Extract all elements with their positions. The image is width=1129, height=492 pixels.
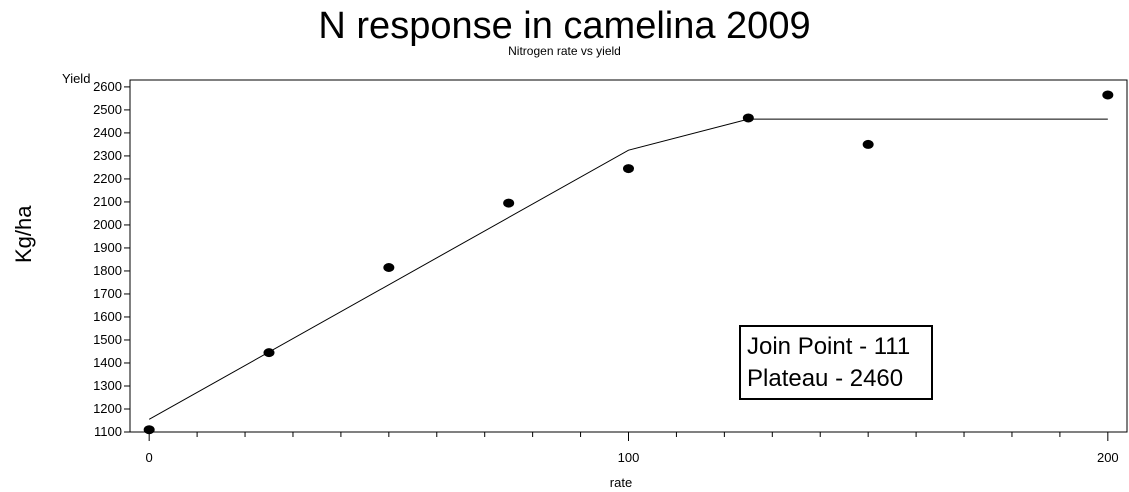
chart-title: N response in camelina 2009 — [318, 5, 811, 47]
x-tick-label: 200 — [1097, 450, 1119, 465]
y-tick-label: 2400 — [93, 125, 122, 140]
y-tick-label: 1700 — [93, 286, 122, 301]
annotation-plateau: Plateau - 2460 — [747, 365, 904, 392]
y-tick-label: 2200 — [93, 171, 122, 186]
data-point — [1102, 90, 1114, 100]
data-point — [742, 113, 754, 123]
y-tick-label: 1900 — [93, 240, 122, 255]
y-tick-label: 1400 — [93, 355, 122, 370]
data-point — [143, 425, 155, 435]
x-axis-label: rate — [609, 475, 633, 490]
y-tick-label: 2500 — [93, 102, 122, 117]
y-tick-label: 1600 — [93, 309, 122, 324]
annotation-box: Join Point - 111 Plateau - 2460 — [739, 325, 933, 400]
y-tick-label: 1100 — [94, 424, 122, 439]
y-tick-label: 1200 — [93, 401, 122, 416]
annotation-join-point: Join Point - 111 — [747, 333, 911, 360]
y-axis-title: Yield — [62, 71, 91, 86]
data-point — [503, 198, 515, 208]
y-tick-label: 2100 — [93, 194, 122, 209]
plot-frame — [129, 79, 1128, 433]
y-tick-label: 2300 — [93, 148, 122, 163]
data-point — [862, 139, 874, 149]
y-tick-label: 1300 — [93, 378, 122, 393]
chart-subtitle: Nitrogen rate vs yield — [508, 44, 621, 58]
y-tick-label: 1500 — [93, 332, 122, 347]
data-point — [383, 263, 395, 273]
x-tick-label: 0 — [146, 450, 153, 465]
y-tick-label: 2000 — [93, 217, 122, 232]
data-point — [263, 348, 275, 358]
x-tick-label: 100 — [618, 450, 640, 465]
y-tick-label: 2600 — [93, 79, 122, 94]
y-tick-label: 1800 — [93, 263, 122, 278]
fit-line — [148, 118, 1108, 420]
data-point — [623, 164, 634, 174]
